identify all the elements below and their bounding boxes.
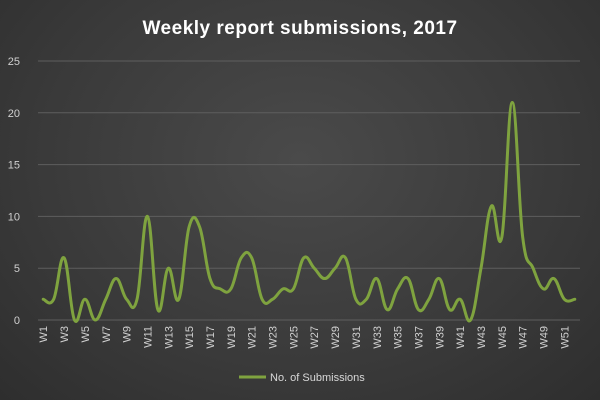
data-point-W9 bbox=[125, 298, 128, 301]
data-point-W8 bbox=[114, 277, 118, 280]
x-tick-label: W37 bbox=[413, 326, 425, 349]
data-point-W44 bbox=[490, 204, 493, 208]
data-point-W45 bbox=[500, 235, 504, 239]
x-tick-label: W7 bbox=[101, 326, 113, 343]
data-point-W28 bbox=[323, 277, 326, 280]
y-tick-label: 20 bbox=[8, 108, 20, 120]
y-tick-label: 25 bbox=[8, 56, 20, 68]
data-point-W22 bbox=[260, 298, 264, 301]
data-point-W18 bbox=[219, 287, 222, 291]
x-tick-label: W27 bbox=[309, 326, 321, 349]
data-point-W6 bbox=[94, 318, 97, 322]
legend-label: No. of Submissions bbox=[270, 372, 365, 384]
gridlines bbox=[38, 60, 580, 321]
y-tick-label: 15 bbox=[8, 160, 20, 172]
data-point-W14 bbox=[177, 298, 180, 301]
x-tick-label: W39 bbox=[434, 326, 446, 349]
x-tick-label: W13 bbox=[163, 326, 175, 349]
y-tick-label: 10 bbox=[8, 211, 20, 223]
data-point-W43 bbox=[479, 267, 483, 270]
y-axis-ticks: 0 5 10 15 20 25 bbox=[8, 56, 20, 327]
x-tick-label: W21 bbox=[247, 326, 259, 349]
data-point-W23 bbox=[271, 298, 274, 301]
data-point-W36 bbox=[406, 277, 410, 280]
data-point-W29 bbox=[333, 267, 337, 270]
data-point-W27 bbox=[313, 267, 316, 270]
data-point-W21 bbox=[250, 256, 253, 260]
data-point-W39 bbox=[438, 277, 441, 280]
data-point-W37 bbox=[417, 308, 420, 311]
data-point-W33 bbox=[375, 277, 378, 280]
data-point-W48 bbox=[531, 267, 535, 270]
legend: No. of Submissions bbox=[239, 372, 365, 384]
data-point-W38 bbox=[427, 298, 431, 301]
data-point-W31 bbox=[354, 298, 358, 301]
series-line-0 bbox=[41, 100, 577, 323]
data-point-W26 bbox=[302, 256, 305, 260]
data-point-W52 bbox=[573, 298, 576, 301]
data-point-W17 bbox=[208, 277, 212, 280]
data-point-W51 bbox=[563, 298, 566, 301]
x-axis-ticks: W1 W3 W5 W7 W9 W11 W13 W15 W17 W19 W21 W23 W25 W27 W29… bbox=[38, 326, 571, 349]
series-layer bbox=[41, 100, 577, 323]
data-point-W46 bbox=[511, 101, 514, 104]
data-point-W25 bbox=[292, 287, 295, 291]
data-point-W16 bbox=[198, 225, 201, 228]
x-tick-label: W31 bbox=[351, 326, 363, 349]
data-point-W50 bbox=[552, 277, 556, 280]
data-point-W35 bbox=[396, 287, 399, 291]
data-point-W24 bbox=[281, 287, 285, 291]
x-tick-label: W35 bbox=[393, 326, 405, 349]
x-tick-label: W23 bbox=[268, 326, 280, 349]
y-tick-label: 5 bbox=[14, 263, 20, 275]
x-tick-label: W47 bbox=[518, 326, 530, 349]
data-point-W30 bbox=[344, 256, 347, 260]
data-point-W5 bbox=[83, 298, 87, 301]
x-tick-label: W33 bbox=[372, 326, 384, 349]
data-point-W15 bbox=[187, 225, 191, 228]
data-point-W12 bbox=[156, 308, 160, 311]
x-tick-label: W9 bbox=[122, 326, 134, 343]
data-point-W32 bbox=[365, 298, 368, 301]
data-point-W19 bbox=[229, 287, 233, 291]
x-tick-label: W49 bbox=[539, 326, 551, 349]
data-point-W47 bbox=[521, 235, 524, 239]
y-tick-label: 0 bbox=[14, 315, 20, 327]
x-tick-label: W19 bbox=[226, 326, 238, 349]
data-point-W34 bbox=[385, 308, 389, 311]
x-tick-label: W43 bbox=[476, 326, 488, 349]
x-tick-label: W5 bbox=[80, 326, 92, 343]
data-point-W13 bbox=[167, 267, 170, 270]
data-point-W4 bbox=[73, 318, 76, 322]
x-tick-label: W11 bbox=[142, 326, 154, 348]
data-point-W10 bbox=[135, 298, 139, 301]
x-tick-label: W41 bbox=[455, 326, 467, 349]
data-point-W3 bbox=[62, 256, 66, 260]
x-tick-label: W3 bbox=[59, 326, 71, 343]
x-tick-label: W45 bbox=[497, 326, 509, 349]
chart-title: Weekly report submissions, 2017 bbox=[142, 18, 457, 39]
data-point-W41 bbox=[458, 298, 462, 301]
data-point-W2 bbox=[52, 298, 55, 301]
data-point-W1 bbox=[42, 298, 45, 301]
data-point-W7 bbox=[104, 298, 107, 301]
data-point-W20 bbox=[240, 256, 243, 260]
x-tick-label: W15 bbox=[184, 326, 196, 349]
data-point-W40 bbox=[448, 308, 451, 311]
x-tick-label: W17 bbox=[205, 326, 217, 349]
data-point-W11 bbox=[146, 215, 149, 218]
x-tick-label: W25 bbox=[288, 326, 300, 349]
data-point-W42 bbox=[469, 318, 472, 322]
data-point-W49 bbox=[542, 287, 545, 291]
x-tick-label: W29 bbox=[330, 326, 342, 349]
x-tick-label: W51 bbox=[559, 326, 571, 349]
x-tick-label: W1 bbox=[38, 326, 50, 343]
